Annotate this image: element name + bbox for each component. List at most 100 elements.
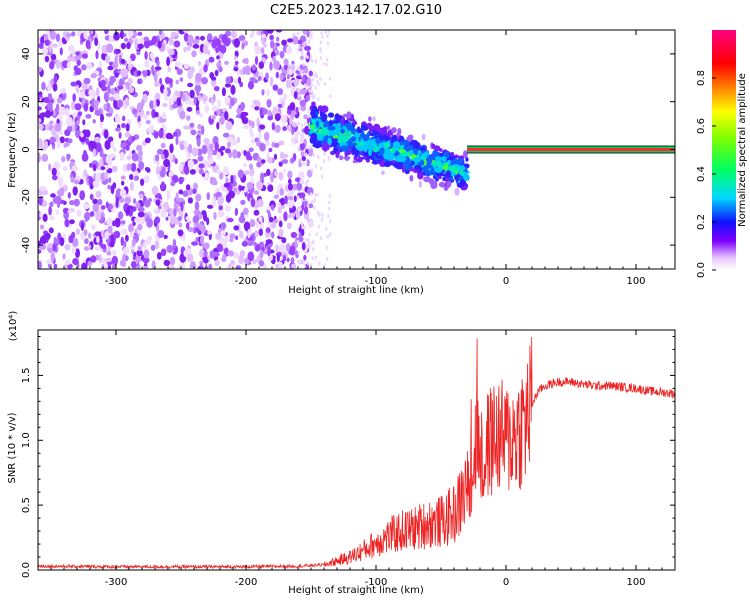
spectrogram-cell bbox=[128, 86, 135, 94]
spectrogram-cell bbox=[220, 230, 227, 237]
spectrogram-cell bbox=[270, 204, 274, 210]
spectrogram-cell bbox=[264, 139, 270, 147]
spectrogram-cell bbox=[320, 174, 324, 179]
spectrogram-cell bbox=[212, 115, 216, 120]
spectrogram-cell bbox=[214, 259, 220, 267]
spectrogram-cell bbox=[251, 64, 256, 71]
spectrogram-cell bbox=[187, 70, 193, 80]
spectrogram-cell bbox=[116, 99, 124, 108]
spectrogram-cell bbox=[201, 94, 208, 103]
spectrogram-cell bbox=[323, 151, 326, 156]
spectrogram-cell bbox=[283, 64, 288, 70]
spectrogram-cell bbox=[441, 156, 447, 162]
spectrogram-cell bbox=[69, 200, 75, 206]
spectrogram-cell bbox=[314, 192, 317, 197]
snr-y-multiplier: (x10⁴) bbox=[8, 311, 19, 342]
spectrogram-cell bbox=[256, 161, 262, 168]
spectrogram-cell bbox=[111, 255, 119, 266]
spectrogram-cell bbox=[125, 234, 129, 242]
spectrogram-cell bbox=[200, 35, 205, 41]
spectrogram-cell bbox=[311, 78, 315, 82]
spectrogram-cell bbox=[300, 198, 304, 203]
spectrogram-cell bbox=[137, 245, 142, 252]
spectrogram-cell bbox=[363, 142, 372, 147]
spectrogram-cell bbox=[105, 112, 113, 117]
spectrogram-cell bbox=[126, 84, 130, 90]
spectrogram-cell bbox=[238, 35, 246, 41]
spectrogram-cell bbox=[68, 138, 73, 144]
spectrogram-cell bbox=[154, 73, 158, 82]
spectrogram-cell bbox=[232, 252, 240, 259]
spectrogram-cell bbox=[219, 116, 225, 125]
spectrogram-cell bbox=[163, 87, 168, 97]
spectrogram-cell bbox=[322, 159, 326, 164]
spectrogram-cell bbox=[48, 206, 52, 216]
spectrogram-cell bbox=[128, 223, 134, 233]
x-tick-label: -100 bbox=[365, 577, 388, 588]
spectrogram-cell bbox=[211, 76, 217, 81]
snr-panel: -300 -200 -100 0 100 0.0 0.5 1.0 1.5 Height of … bbox=[7, 311, 676, 596]
spectrogram-cell bbox=[266, 205, 271, 211]
spectrogram-cell bbox=[216, 55, 220, 60]
spectrogram-cell bbox=[107, 225, 113, 234]
spectrogram-cell bbox=[301, 187, 304, 192]
spectrogram-cell bbox=[271, 122, 276, 131]
spectrogram-cell bbox=[312, 95, 315, 100]
spectrogram-cell bbox=[297, 39, 303, 45]
spectrogram-cell bbox=[261, 33, 267, 39]
spectrogram-cell bbox=[101, 263, 105, 269]
spectrogram-cell bbox=[48, 227, 54, 234]
spectrogram-cell bbox=[193, 96, 197, 105]
spectrogram-cell bbox=[249, 163, 253, 170]
spectrogram-cell bbox=[179, 77, 183, 82]
colorbar-label: Normalized spectral amplitude bbox=[737, 73, 748, 227]
spectrogram-cell bbox=[287, 124, 292, 132]
x-tick-label: 100 bbox=[626, 577, 645, 588]
spectrogram-cell bbox=[262, 185, 267, 191]
spectrogram-cell bbox=[263, 43, 267, 48]
spectrogram-cell bbox=[95, 50, 99, 60]
spectrogram-cell bbox=[169, 256, 176, 266]
spectrogram-cell bbox=[279, 97, 283, 104]
spectrogram-cell bbox=[235, 266, 241, 269]
spectrogram-cell bbox=[143, 249, 150, 259]
spectrogram-cell bbox=[275, 244, 279, 253]
spectrogram-cell bbox=[197, 155, 204, 162]
spectrogram-cell bbox=[224, 148, 231, 154]
spectrogram-cell bbox=[145, 119, 151, 125]
spectrogram-cell bbox=[196, 137, 201, 147]
spectrogram-cell bbox=[213, 212, 217, 220]
spectrogram-cell bbox=[134, 218, 139, 223]
x-tick-label: -200 bbox=[235, 577, 258, 588]
spectrogram-cell bbox=[375, 137, 381, 144]
spectrogram-cell bbox=[110, 141, 115, 149]
spectrogram-cell bbox=[301, 155, 306, 161]
spectrogram-cell bbox=[281, 39, 287, 46]
spectrogram-cell bbox=[442, 176, 446, 182]
spectrogram-cell bbox=[329, 219, 332, 224]
spectrogram-cell bbox=[306, 78, 311, 86]
spectrogram-cell bbox=[62, 207, 69, 214]
spectrogram-cell bbox=[38, 124, 44, 130]
spectrogram-cell bbox=[319, 166, 323, 171]
y-tick-label: 20 bbox=[21, 95, 32, 108]
spectrogram-cell bbox=[161, 112, 167, 120]
spectrogram-cell bbox=[157, 230, 165, 238]
spectrogram-cell bbox=[83, 30, 88, 39]
spectrogram-cell bbox=[130, 53, 136, 62]
spectrogram-cell bbox=[310, 89, 313, 94]
spectrogram-cell bbox=[286, 109, 292, 115]
spectrogram-cell bbox=[327, 112, 335, 118]
spectrogram-cell bbox=[269, 34, 274, 41]
spectrogram-cell bbox=[159, 77, 163, 85]
spectrogram-cell bbox=[160, 153, 165, 160]
spectrogram-cell bbox=[177, 229, 184, 237]
spectrogram-cell bbox=[105, 154, 113, 164]
spectrogram-cell bbox=[304, 54, 308, 59]
spectrogram-cell bbox=[123, 33, 127, 38]
spectrogram-cell bbox=[191, 50, 197, 58]
spectrogram-cell bbox=[277, 88, 284, 96]
y-tick-label: 0.0 bbox=[21, 562, 32, 578]
spectrogram-cell bbox=[124, 97, 130, 106]
spectrogram-cell bbox=[393, 140, 400, 149]
